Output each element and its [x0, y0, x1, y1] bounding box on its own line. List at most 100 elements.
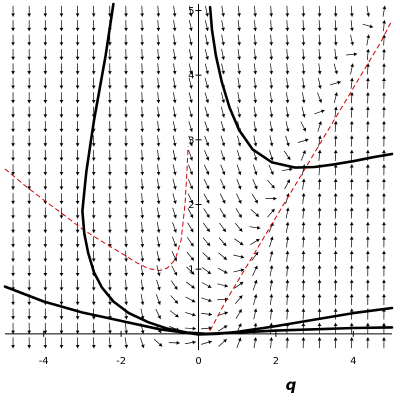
direction-arrow	[27, 178, 32, 190]
direction-arrow	[156, 178, 161, 190]
direction-arrow	[43, 308, 48, 320]
direction-arrow	[285, 135, 290, 147]
direction-arrow	[91, 5, 96, 17]
direction-arrow	[365, 265, 370, 277]
direction-arrow	[140, 337, 145, 349]
direction-arrow	[172, 121, 177, 133]
direction-arrow	[269, 236, 274, 248]
direction-arrow	[75, 279, 80, 291]
direction-arrow	[43, 5, 48, 17]
x-axis-label: q	[286, 376, 297, 394]
direction-arrow	[365, 221, 370, 233]
direction-arrow	[91, 20, 96, 32]
direction-arrow	[252, 164, 258, 176]
direction-arrow	[75, 20, 80, 32]
direction-arrow	[237, 77, 242, 89]
direction-arrow	[237, 92, 242, 104]
direction-arrow	[251, 251, 259, 261]
direction-arrow	[300, 150, 306, 161]
direction-arrow	[218, 237, 227, 247]
direction-arrow	[317, 193, 322, 205]
direction-arrow	[140, 207, 145, 219]
direction-arrow	[237, 5, 241, 17]
direction-arrow	[186, 266, 195, 275]
direction-arrow	[27, 164, 32, 176]
direction-arrow	[317, 63, 322, 75]
direction-arrow	[218, 252, 228, 261]
direction-arrow	[203, 222, 211, 233]
direction-arrow	[333, 20, 338, 32]
direction-arrow	[220, 150, 226, 161]
direction-arrow	[253, 106, 258, 118]
direction-arrow	[27, 77, 32, 89]
direction-arrow	[140, 135, 145, 147]
direction-arrow	[382, 5, 387, 17]
direction-arrow	[204, 121, 210, 132]
direction-arrow	[107, 193, 112, 205]
direction-arrow	[366, 48, 370, 60]
direction-arrow	[107, 178, 112, 190]
direction-arrow	[168, 340, 180, 345]
direction-arrow	[301, 250, 306, 262]
direction-arrow	[27, 207, 32, 219]
direction-arrow	[43, 63, 48, 75]
direction-arrow	[59, 92, 64, 104]
direction-arrow	[91, 77, 96, 89]
direction-arrow	[124, 48, 128, 60]
direction-arrow	[268, 222, 274, 233]
direction-arrow	[250, 238, 260, 246]
direction-arrow	[333, 308, 338, 320]
direction-arrow	[27, 63, 32, 75]
direction-arrow	[350, 77, 354, 89]
direction-arrow	[43, 207, 48, 219]
direction-arrow	[333, 279, 338, 291]
direction-arrow	[59, 164, 64, 176]
direction-arrow	[382, 63, 386, 75]
direction-arrow	[253, 34, 258, 46]
direction-arrow	[333, 294, 338, 306]
direction-arrow	[156, 92, 161, 104]
direction-arrow	[382, 337, 386, 349]
direction-arrow	[124, 121, 128, 133]
direction-arrow	[156, 221, 161, 233]
direction-arrow	[203, 179, 210, 190]
direction-arrow	[43, 221, 48, 233]
direction-arrow	[140, 34, 145, 46]
direction-arrow	[43, 337, 48, 349]
y-tick-label: 5	[188, 6, 194, 17]
direction-arrow	[284, 179, 291, 190]
direction-arrow	[253, 92, 258, 104]
direction-arrow	[43, 149, 48, 161]
direction-arrow	[333, 149, 338, 161]
direction-arrow	[107, 77, 112, 89]
direction-arrow	[249, 225, 261, 230]
direction-arrow	[333, 265, 338, 277]
direction-arrow	[140, 193, 145, 205]
direction-arrow	[201, 326, 213, 331]
direction-arrow	[250, 209, 260, 217]
direction-arrow	[91, 294, 96, 306]
direction-arrow	[349, 250, 354, 262]
direction-arrow	[155, 308, 161, 320]
direction-arrow	[11, 265, 15, 277]
direction-arrow	[267, 179, 275, 189]
direction-arrow	[235, 208, 242, 218]
direction-arrow	[269, 63, 274, 75]
direction-arrow	[202, 237, 211, 247]
direction-arrow	[172, 178, 177, 190]
direction-arrow	[236, 193, 242, 204]
direction-arrow	[317, 5, 322, 17]
direction-arrow	[317, 149, 322, 161]
direction-arrow	[349, 92, 354, 104]
direction-arrow	[382, 92, 386, 104]
direction-arrow	[75, 5, 80, 17]
direction-arrow	[189, 5, 193, 17]
direction-arrow	[333, 164, 338, 176]
direction-arrow	[27, 236, 32, 248]
direction-arrow	[187, 222, 194, 233]
direction-arrow	[382, 250, 386, 262]
direction-arrow	[156, 121, 161, 133]
direction-arrow	[11, 48, 15, 60]
direction-arrow	[27, 265, 32, 277]
direction-arrow	[27, 149, 32, 161]
